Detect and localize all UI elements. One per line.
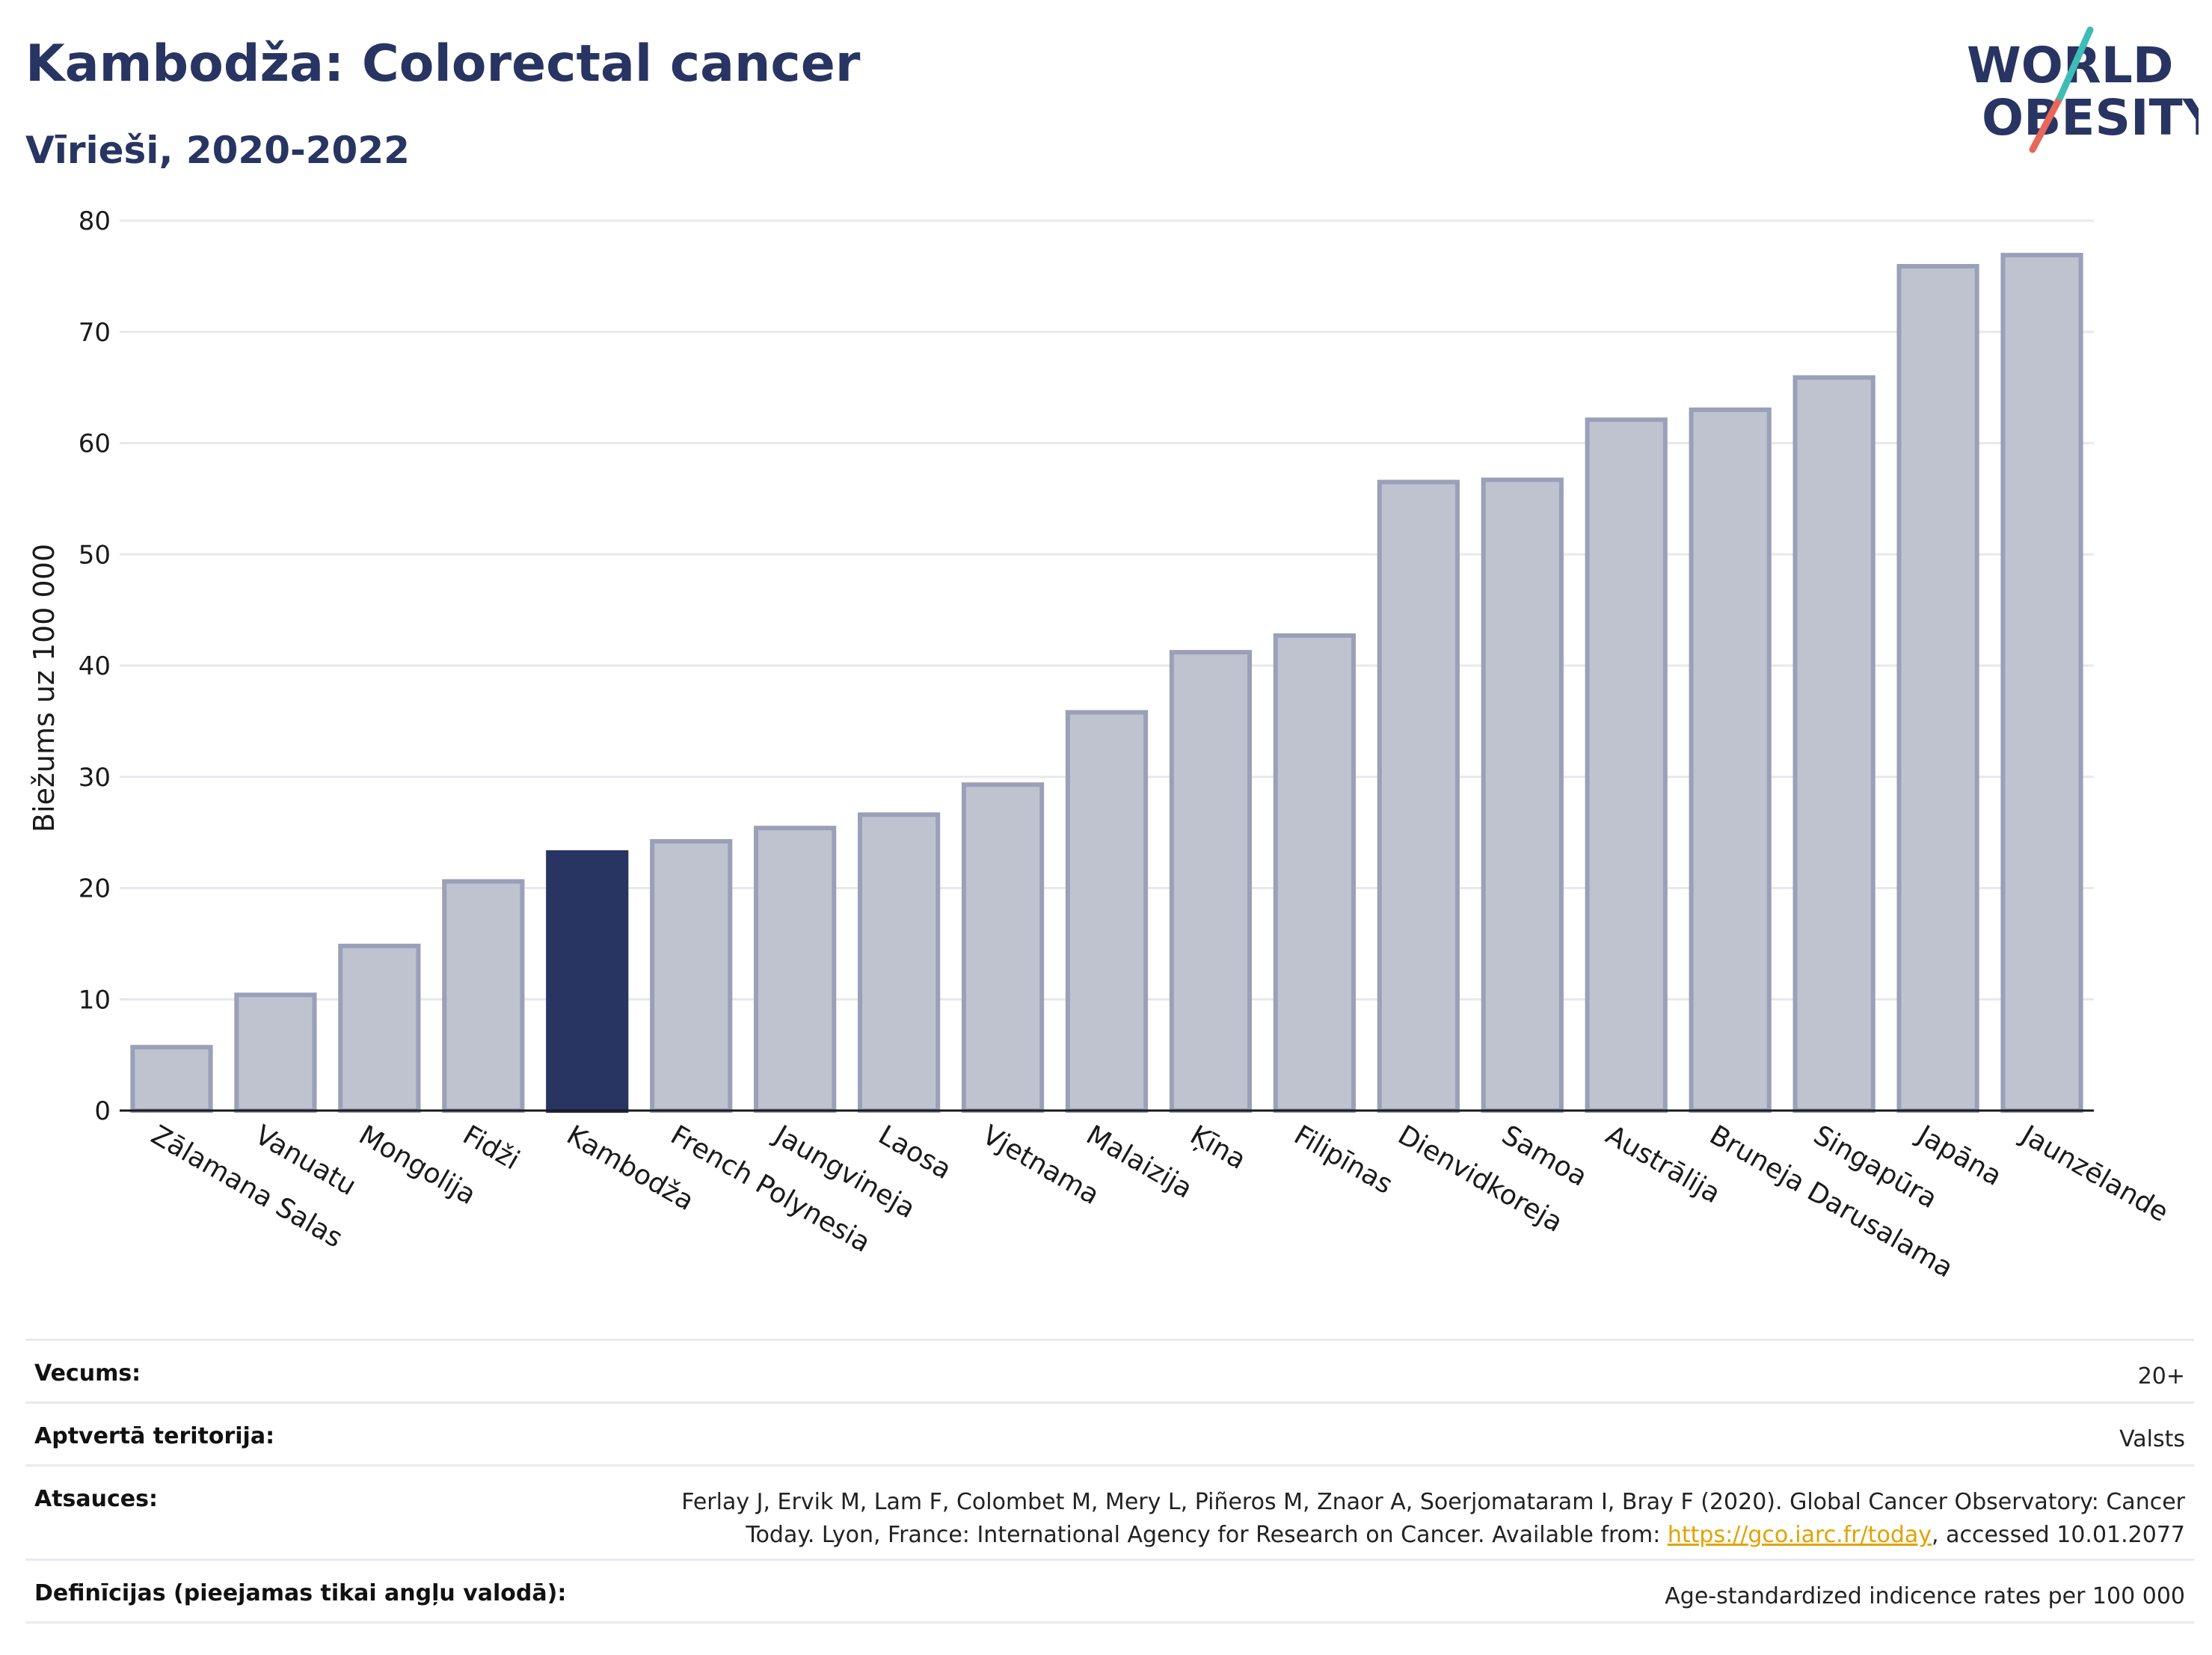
y-tick-label: 50 <box>79 540 111 570</box>
meta-value: Valsts <box>2119 1426 2185 1452</box>
bar <box>1792 375 1875 1113</box>
y-axis-ticks: 0 10 20 30 40 50 60 70 80 <box>79 206 111 1126</box>
logo-slash-red <box>2029 93 2064 153</box>
meta-row-territory: Aptvertā teritorija: Valsts <box>25 1401 2194 1464</box>
bar <box>1377 479 1460 1113</box>
meta-key: Atsauces: <box>34 1486 158 1512</box>
bar <box>1896 263 1979 1113</box>
x-tick-label: Vjetnama <box>977 1120 1105 1211</box>
page-title: Kambodža: Colorectal cancer <box>25 34 861 93</box>
y-tick-label: 60 <box>79 429 111 459</box>
bar <box>1065 710 1149 1113</box>
bar <box>1273 633 1356 1113</box>
bar <box>1481 477 1564 1113</box>
bar <box>1689 407 1772 1113</box>
bar <box>338 943 421 1113</box>
x-tick-label: Jaunzēlande <box>2015 1119 2173 1228</box>
bar <box>1169 650 1253 1113</box>
bar <box>234 992 317 1114</box>
meta-row-references: Atsauces: Ferlay J, Ervik M, Lam F, Colo… <box>25 1464 2194 1559</box>
reference-line-1: Ferlay J, Ervik M, Lam F, Colombet M, Me… <box>681 1489 2185 1515</box>
bar-chart: 0 10 20 30 40 50 60 70 80 Zālamana SalasVanuatuM… <box>28 206 2173 1284</box>
y-tick-label: 80 <box>79 206 111 236</box>
page-subtitle: Vīrieši, 2020-2022 <box>25 129 410 172</box>
y-tick-label: 40 <box>79 651 111 681</box>
bar <box>858 812 941 1113</box>
bar <box>546 850 629 1114</box>
bars <box>130 253 2083 1114</box>
x-tick-label: Ķīna <box>1185 1120 1250 1176</box>
metadata-table: Vecums: 20+ Aptvertā teritorija: Valsts … <box>25 1339 2194 1624</box>
y-tick-label: 70 <box>79 318 111 348</box>
meta-key: Definīcijas (pieejamas tikai angļu valod… <box>34 1580 567 1606</box>
y-tick-label: 10 <box>79 985 111 1015</box>
logo-line2: OBESITY <box>1982 89 2199 147</box>
x-tick-label: Austrālija <box>1600 1120 1725 1209</box>
logo-slash-teal <box>2056 26 2094 101</box>
x-tick-label: Filipīnas <box>1288 1120 1398 1200</box>
logo-line1: WORLD <box>1967 37 2174 94</box>
reference-line-2-start: Today. Lyon, France: International Agenc… <box>746 1522 1668 1548</box>
bar <box>442 879 525 1113</box>
y-axis-title: Biežums uz 100 000 <box>28 544 61 832</box>
bar <box>961 782 1045 1113</box>
x-tick-label: Mongolija <box>354 1120 481 1211</box>
meta-key: Aptvertā teritorija: <box>34 1423 275 1449</box>
bar <box>2000 253 2083 1113</box>
meta-bottom-border <box>25 1621 2194 1624</box>
world-obesity-logo: WORLD OBESITY <box>1967 26 2199 153</box>
bar <box>754 826 837 1114</box>
bar <box>1585 417 1668 1113</box>
reference-link[interactable]: https://gco.iarc.fr/today <box>1667 1522 1932 1548</box>
meta-key: Vecums: <box>34 1360 141 1387</box>
meta-value: Age-standardized indicence rates per 100… <box>1665 1583 2185 1609</box>
meta-value: Ferlay J, Ervik M, Lam F, Colombet M, Me… <box>681 1486 2185 1552</box>
y-tick-label: 20 <box>79 874 111 904</box>
meta-row-definitions: Definīcijas (pieejamas tikai angļu valod… <box>25 1559 2194 1621</box>
reference-line-2-end: , accessed 10.01.2077 <box>1932 1522 2185 1548</box>
x-tick-label: Fidži <box>458 1120 525 1176</box>
meta-value: 20+ <box>2137 1363 2185 1390</box>
x-tick-label: Zālamana Salas <box>146 1120 348 1253</box>
bar <box>650 839 733 1114</box>
x-tick-label: Laosa <box>873 1120 956 1185</box>
y-tick-label: 30 <box>79 763 111 793</box>
meta-row-age: Vecums: 20+ <box>25 1339 2194 1401</box>
bar <box>130 1045 213 1114</box>
y-tick-label: 0 <box>94 1096 111 1126</box>
